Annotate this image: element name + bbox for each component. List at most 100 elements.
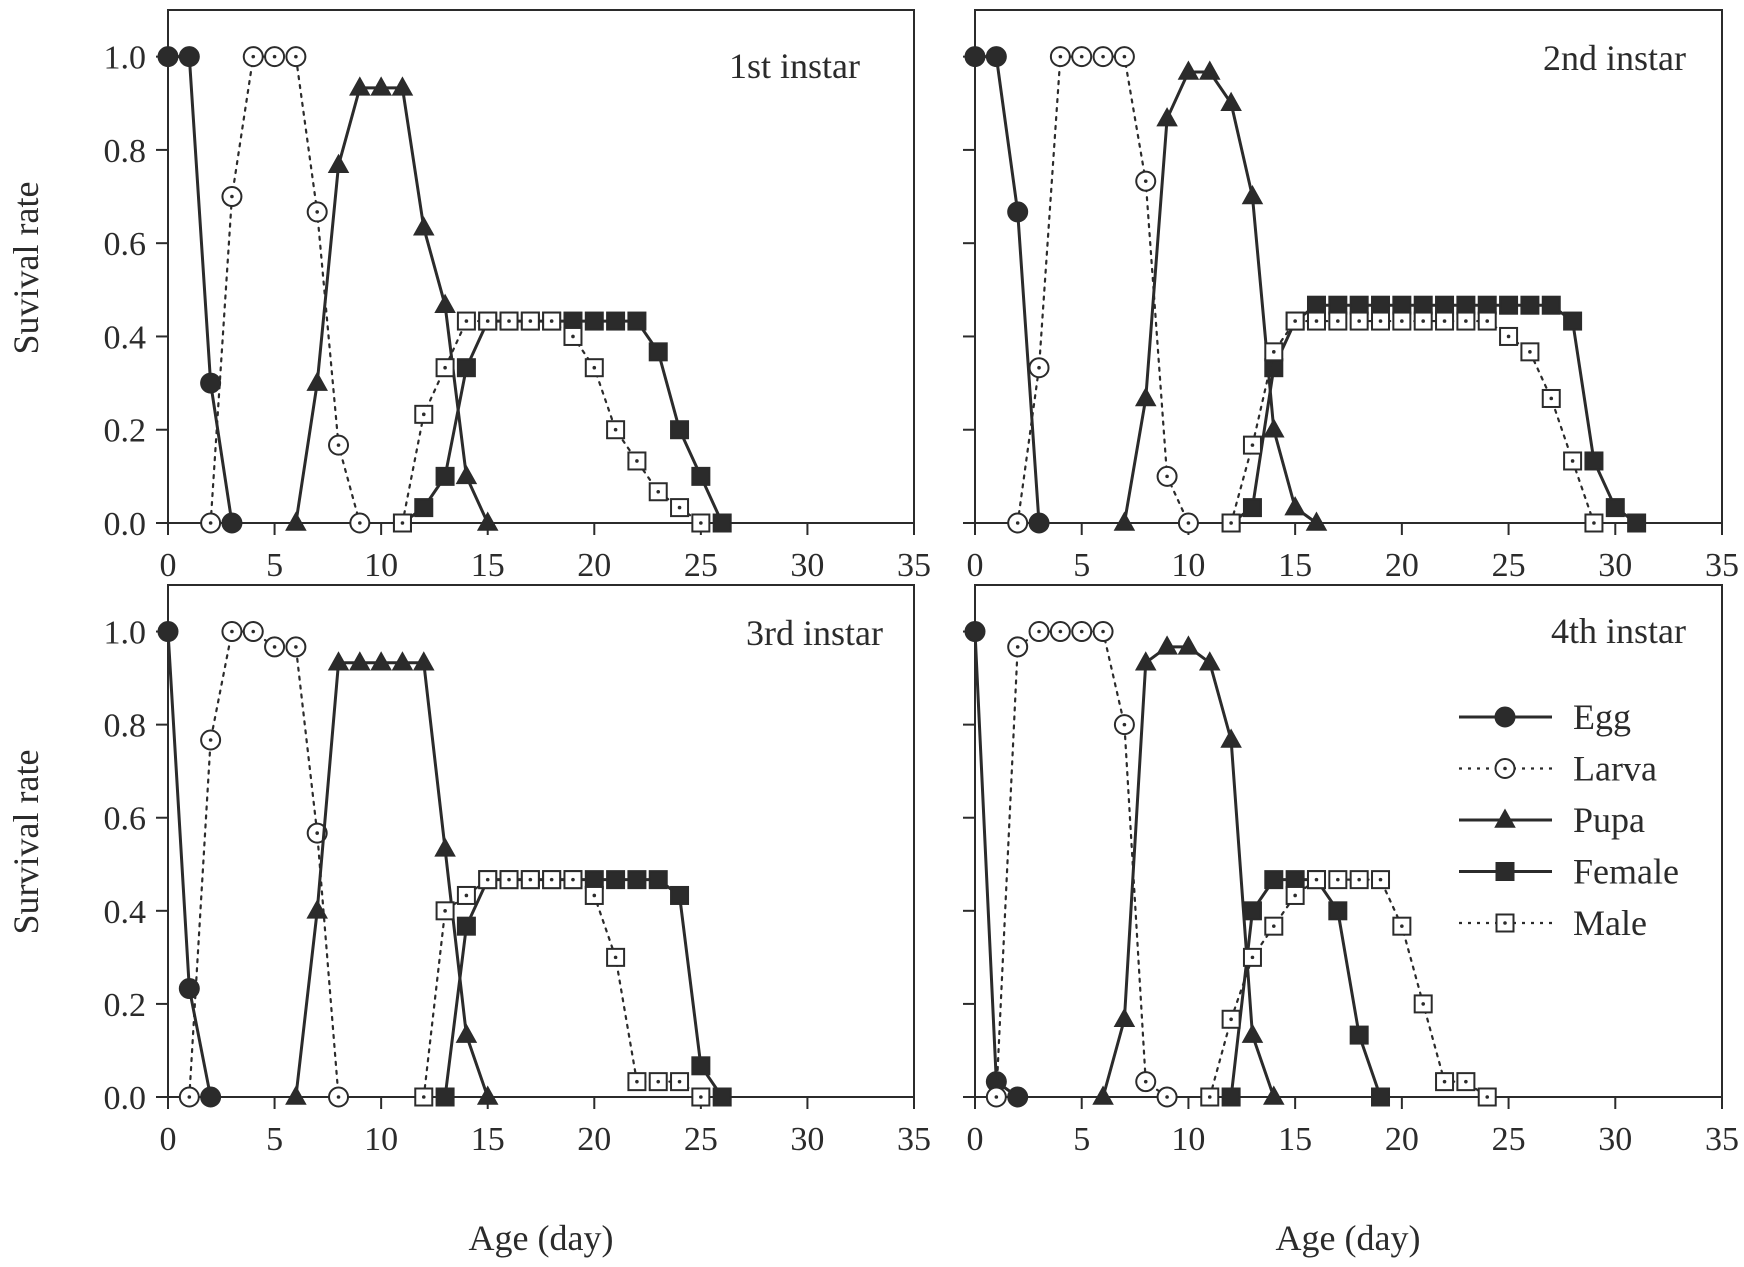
data-point-male-dot <box>1421 319 1425 323</box>
data-point-female <box>606 311 626 331</box>
data-point-female <box>414 498 434 518</box>
y-axis-title-top: Suvival rate <box>6 182 46 355</box>
data-point-male-dot <box>1506 334 1511 339</box>
data-point-male-dot <box>1229 521 1233 525</box>
data-point-pupa <box>455 1023 478 1043</box>
data-point-female <box>691 1056 711 1076</box>
panel-title: 2nd instar <box>1543 38 1686 78</box>
data-point-male-dot <box>592 365 597 370</box>
data-point-male-dot <box>549 877 554 882</box>
data-point-male-dot <box>699 1095 703 1099</box>
data-point-egg <box>1007 1086 1029 1108</box>
data-point-female <box>627 870 647 890</box>
data-point-male-dot <box>1336 319 1340 323</box>
x-tick-label: 0 <box>967 1121 984 1158</box>
data-point-larva-dot <box>1037 365 1041 370</box>
panel-1st-instar: 0 5 10 15 20 25 30 35 0.0 0.2 0.4 0.6 0.8 1.0 1st inst… <box>104 9 931 584</box>
data-point-male-dot <box>635 1079 639 1084</box>
data-point-male-dot <box>464 893 469 898</box>
data-point-male-dot <box>1442 319 1447 323</box>
data-point-female <box>1584 451 1604 471</box>
data-point-male-dot <box>1314 877 1319 882</box>
y-tick-label: 0.0 <box>104 1080 147 1117</box>
data-point-larva-dot <box>1058 629 1063 634</box>
data-point-female <box>606 870 626 890</box>
data-point-pupa <box>1241 185 1264 205</box>
data-point-male-dot <box>1485 319 1490 323</box>
data-point-pupa <box>349 651 371 671</box>
x-tick-label: 5 <box>266 547 283 584</box>
data-point-pupa <box>455 464 478 485</box>
data-point-male-dot <box>1357 877 1361 882</box>
data-point-pupa <box>1156 107 1178 127</box>
data-point-female <box>1563 311 1583 331</box>
series-line-female <box>443 878 724 1099</box>
data-point-larva-dot <box>230 629 234 634</box>
data-point-pupa <box>1156 635 1178 655</box>
data-point-pupa <box>1241 1023 1264 1043</box>
data-point-female <box>670 885 690 905</box>
data-point-egg <box>221 512 243 534</box>
legend-marker-egg <box>1494 706 1516 728</box>
series-pupa <box>1092 635 1285 1105</box>
y-tick-label: 1.0 <box>104 615 147 652</box>
x-tick-label: 25 <box>1492 1121 1526 1158</box>
x-tick-label: 10 <box>364 1121 398 1158</box>
data-point-female <box>1520 295 1540 315</box>
data-point-male-dot <box>1442 1079 1447 1084</box>
y-tick-label: 0.6 <box>104 801 147 838</box>
series-egg <box>964 621 1029 1108</box>
series-line-egg <box>973 55 1041 525</box>
data-point-pupa <box>327 651 350 671</box>
data-point-male-dot <box>507 319 511 323</box>
chart-panels: 0 5 10 15 20 25 30 35 0.0 0.2 0.4 0.6 0.8 1.0 1st inst… <box>104 9 1739 1158</box>
data-point-female <box>1306 295 1326 315</box>
series-larva <box>200 46 371 534</box>
data-point-female <box>1264 870 1284 890</box>
data-point-egg <box>1007 201 1029 223</box>
legend-entry-male: Male <box>1459 903 1647 943</box>
data-point-male-dot <box>592 893 597 898</box>
legend-marker-larva-dot <box>1503 766 1507 771</box>
series-male <box>1200 870 1497 1107</box>
data-point-larva-dot <box>1079 629 1084 634</box>
x-tick-label: 20 <box>1385 1121 1419 1158</box>
data-point-male-dot <box>656 489 661 494</box>
data-point-male-dot <box>464 319 469 323</box>
data-point-larva-dot <box>208 738 213 742</box>
data-point-pupa <box>1198 651 1221 671</box>
y-tick-label: 0.8 <box>104 133 147 170</box>
data-point-pupa <box>306 899 328 919</box>
data-point-female <box>584 311 604 331</box>
data-point-larva-dot <box>336 443 341 447</box>
data-point-female <box>1371 295 1391 315</box>
series-egg <box>157 46 243 534</box>
data-point-male-dot <box>699 521 703 525</box>
data-point-pupa <box>1113 511 1136 531</box>
x-tick-label: 35 <box>1705 1121 1739 1158</box>
data-point-female <box>670 420 690 440</box>
data-point-male-dot <box>1592 521 1596 525</box>
data-point-larva-dot <box>1143 179 1148 183</box>
data-point-larva-dot <box>1122 722 1127 727</box>
data-point-female <box>1285 870 1305 890</box>
data-point-male-dot <box>485 319 490 323</box>
data-point-female <box>1605 498 1625 518</box>
x-tick-label: 35 <box>897 547 931 584</box>
x-tick-label: 30 <box>790 547 824 584</box>
data-point-male-dot <box>1400 924 1404 928</box>
data-point-female <box>1456 295 1476 315</box>
data-point-male-dot <box>1336 877 1340 882</box>
data-point-larva-dot <box>187 1095 192 1099</box>
y-tick-label: 0.2 <box>104 413 147 450</box>
plot-frame <box>974 9 1723 524</box>
data-point-pupa <box>1198 60 1221 80</box>
data-point-larva-dot <box>315 831 320 835</box>
data-point-female <box>648 870 668 890</box>
x-tick-label: 15 <box>471 1121 505 1158</box>
data-point-female <box>435 1087 455 1107</box>
data-point-male-dot <box>1570 459 1575 463</box>
data-point-male-dot <box>421 1095 426 1099</box>
data-point-male-dot <box>677 505 682 510</box>
data-point-pupa <box>412 216 435 236</box>
